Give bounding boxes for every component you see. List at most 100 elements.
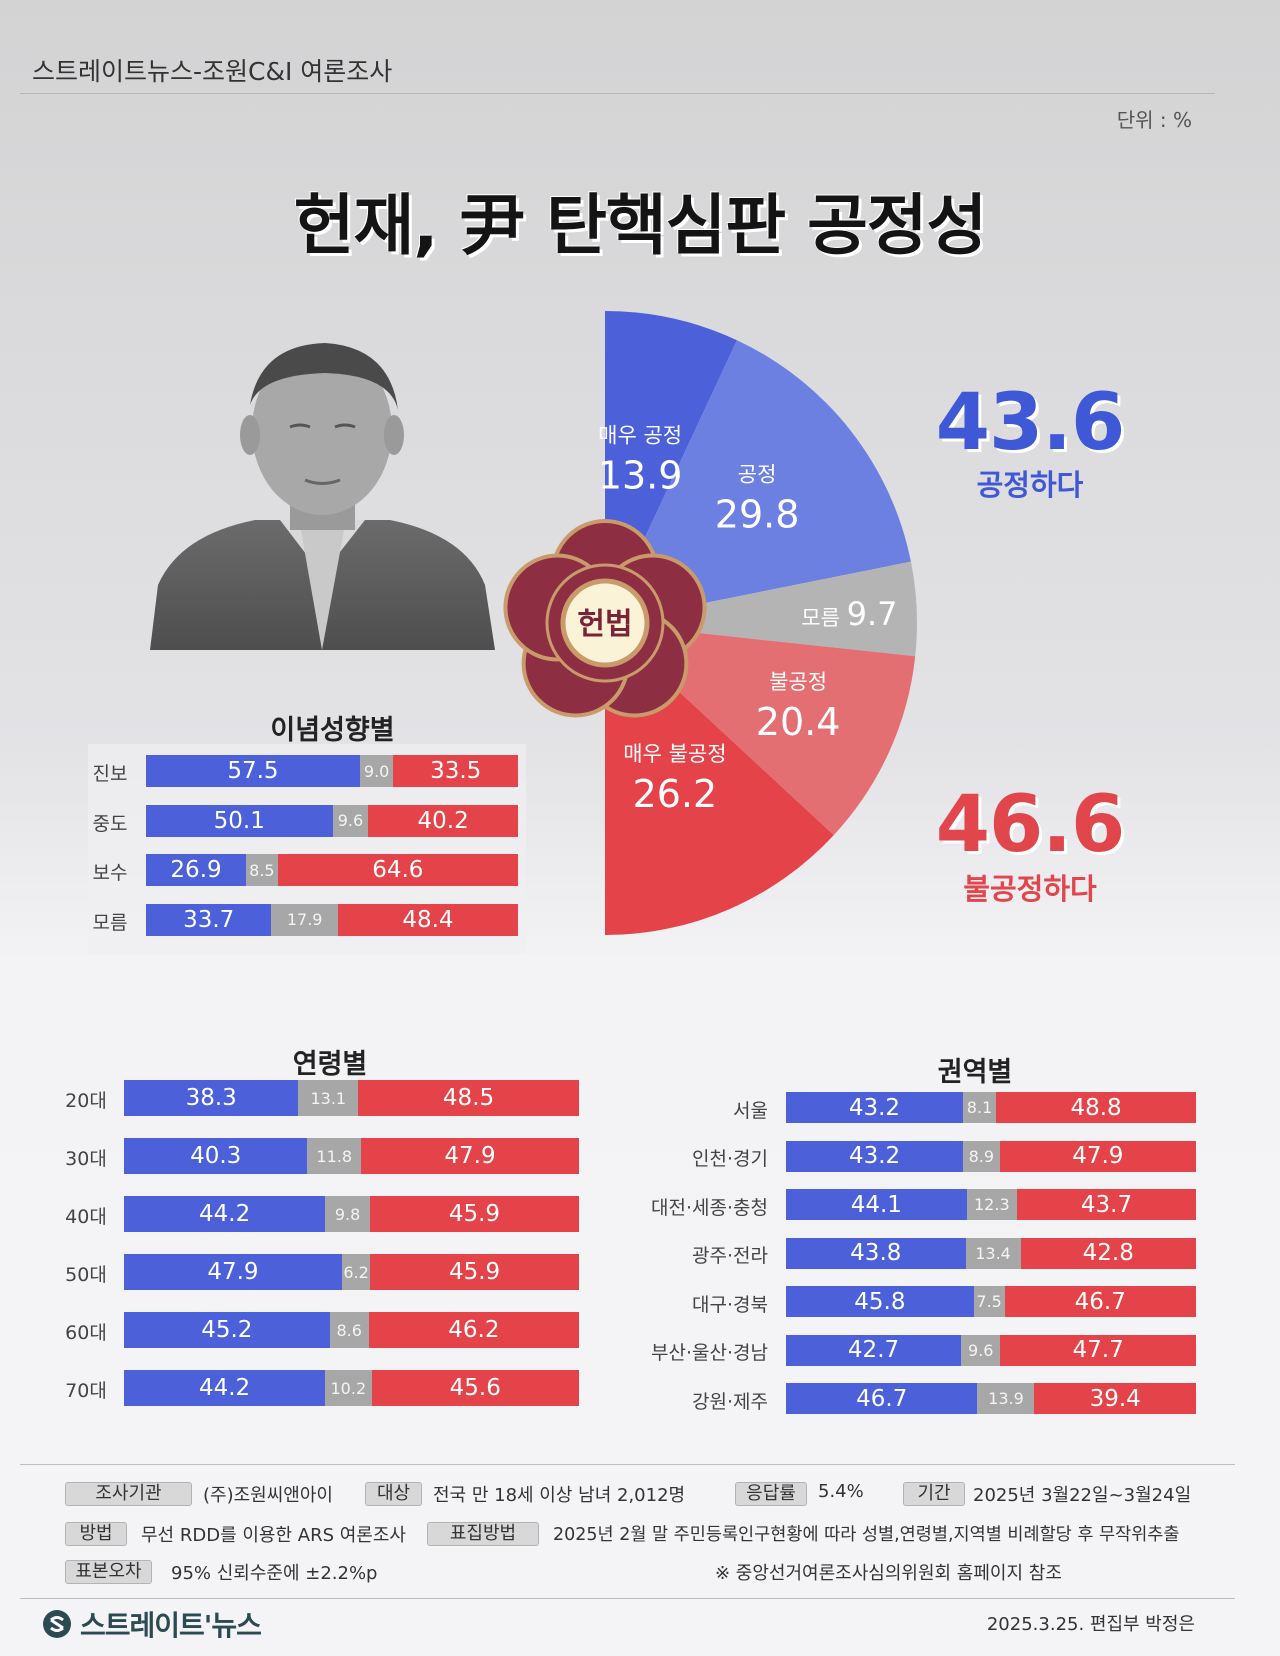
pie-category-label-2: 공정 (738, 462, 777, 486)
bar-segment-pos: 44.2 (124, 1370, 326, 1406)
method-tag: 방법 (65, 1522, 127, 1546)
stacked-bar: 50.1 9.6 40.2 (146, 804, 518, 837)
header-divider (20, 93, 1215, 94)
stacked-bar: 44.2 9.8 45.9 (124, 1196, 579, 1232)
bar-segment-pos: 50.1 (146, 804, 333, 837)
bar-segment-neg: 46.2 (368, 1312, 579, 1348)
bar-segment-mid: 12.3 (966, 1189, 1017, 1220)
bar-segment-neg: 43.7 (1017, 1189, 1196, 1220)
bar-segment-mid: 9.6 (332, 804, 369, 837)
bar-segment-neg: 46.7 (1004, 1286, 1196, 1317)
pie-slice-2 (605, 340, 911, 623)
stacked-bar: 44.1 12.3 43.7 (786, 1189, 1196, 1220)
bar-segment-pos: 33.7 (146, 903, 272, 936)
bar-segment-mid: 8.1 (962, 1092, 997, 1123)
sampling-value: 2025년 2월 말 주민등록인구현황에 따라 성별,연령별,지역별 비례할당 … (553, 1525, 1180, 1545)
credit-line: 2025.3.25. 편집부 박정은 (986, 1614, 1195, 1635)
bar-segment-neg: 45.9 (369, 1196, 579, 1232)
bar-category-label: 대구·경북 (692, 1293, 768, 1316)
pie-slice-3 (605, 561, 917, 657)
pie-category-label-1: 매우 공정 (598, 424, 682, 448)
bar-segment-pos: 40.3 (124, 1138, 308, 1174)
bar-category-label: 30대 (65, 1148, 107, 1170)
source-note: ※ 중앙선거여론조사심의위원회 홈페이지 참조 (715, 1563, 1062, 1584)
bar-segment-mid: 8.9 (963, 1140, 1000, 1172)
bar-category-label: 60대 (65, 1322, 107, 1344)
bar-segment-pos: 42.7 (786, 1334, 962, 1366)
bar-segment-neg: 47.9 (999, 1140, 1196, 1172)
bar-segment-neg: 64.6 (277, 854, 518, 886)
sampling-tag: 표집방법 (427, 1522, 539, 1546)
bar-segment-neg: 45.9 (370, 1254, 579, 1290)
age-bar-chart: 20대 38.3 13.1 48.5 30대 40.3 11.8 47.9 40대 44.2 9.8… (60, 1080, 585, 1425)
rate-value: 5.4% (818, 1481, 864, 1502)
stacked-bar: 26.9 8.5 64.6 (146, 854, 518, 886)
target-value: 전국 만 18세 이상 남녀 2,012명 (433, 1485, 686, 1506)
age-panel-title: 연령별 (292, 1049, 368, 1080)
bar-segment-mid: 9.6 (961, 1334, 1001, 1366)
bar-segment-pos: 43.8 (786, 1237, 966, 1269)
bar-segment-neg: 48.4 (337, 903, 518, 936)
pie-category-label-4: 불공정 (769, 670, 827, 694)
pie-value-label-5: 26.2 (633, 772, 718, 816)
survey-info: 조사기관 (주)조원씨앤아이 대상 전국 만 18세 이상 남녀 2,012명 … (65, 1480, 1245, 1590)
footer-divider (20, 1464, 1235, 1465)
person-photo (150, 343, 495, 650)
emblem-label: 헌법 (577, 607, 632, 642)
bar-segment-neg: 39.4 (1034, 1383, 1196, 1414)
bar-segment-mid: 17.9 (271, 903, 338, 936)
bar-category-label: 강원·제주 (692, 1390, 768, 1413)
brand-logo: 스트레이트'뉴스 (42, 1606, 262, 1642)
pie-value-label-1: 13.9 (598, 454, 683, 498)
bar-category-label: 보수 (92, 862, 128, 884)
bar-segment-pos: 44.2 (124, 1196, 326, 1232)
survey-source-header: 스트레이트뉴스-조원C&I 여론조사 (32, 57, 393, 86)
bar-segment-pos: 38.3 (124, 1080, 299, 1116)
bar-segment-pos: 26.9 (146, 854, 247, 886)
region-bar-chart: 서울 43.2 8.1 48.8 인천·경기 43.2 8.9 47.9 대전·세종·충청 44.… (600, 1086, 1210, 1416)
pie-value-label-2: 29.8 (715, 492, 800, 536)
error-value: 95% 신뢰수준에 ±2.2%p (171, 1563, 378, 1584)
stacked-bar: 45.2 8.6 46.2 (124, 1312, 579, 1348)
unfair-total-label: 불공정하다 (963, 872, 1097, 906)
fair-total-label: 공정하다 (976, 468, 1084, 502)
bar-segment-neg: 33.5 (393, 755, 518, 787)
bar-category-label: 70대 (65, 1380, 107, 1402)
stacked-bar: 33.7 17.9 48.4 (146, 903, 518, 936)
bar-category-label: 서울 (733, 1099, 768, 1122)
stacked-bar: 43.2 8.1 48.8 (786, 1092, 1196, 1123)
bar-category-label: 50대 (65, 1264, 107, 1286)
fairness-pie-chart: 매우 공정 13.9 공정 29.8 모름 9.7 불공정 20.4 매우 불공정 26.2 헌… (503, 311, 917, 935)
stacked-bar: 42.7 9.6 47.7 (786, 1334, 1196, 1366)
bar-segment-pos: 46.7 (786, 1383, 978, 1414)
period-value: 2025년 3월22일~3월24일 (973, 1485, 1192, 1506)
unfair-total-value: 46.6 (935, 780, 1125, 870)
bar-segment-mid: 8.5 (246, 854, 278, 886)
bar-segment-pos: 45.8 (786, 1286, 974, 1317)
brand-logo-text: 스트레이트'뉴스 (80, 1609, 262, 1642)
brand-mark-icon (43, 1610, 71, 1638)
bar-segment-mid: 9.8 (325, 1196, 370, 1232)
stacked-bar: 38.3 13.1 48.5 (124, 1080, 579, 1116)
bar-segment-mid: 13.1 (298, 1080, 359, 1116)
bar-segment-neg: 45.6 (371, 1370, 579, 1406)
bar-category-label: 광주·전라 (692, 1245, 768, 1267)
pie-value-label-4: 20.4 (756, 700, 841, 744)
stacked-bar: 45.8 7.5 46.7 (786, 1286, 1196, 1317)
unit-label: 단위 : % (1116, 108, 1192, 132)
footer-divider-bottom (20, 1598, 1235, 1599)
rate-tag: 응답률 (735, 1482, 807, 1506)
method-value: 무선 RDD를 이용한 ARS 여론조사 (141, 1525, 406, 1546)
region-panel-title: 권역별 (937, 1057, 1013, 1088)
bar-category-label: 부산·울산·경남 (651, 1342, 768, 1364)
page-title: 헌재, 尹 탄핵심판 공정성 (293, 187, 988, 264)
ideology-bar-chart: 진보 57.5 9.0 33.5 중도 50.1 9.6 40.2 보수 26.9 8.5 64.6 모… (88, 744, 526, 954)
stacked-bar: 44.2 10.2 45.6 (124, 1370, 579, 1406)
stacked-bar: 43.8 13.4 42.8 (786, 1237, 1196, 1269)
bar-segment-neg: 40.2 (368, 804, 518, 837)
bar-segment-pos: 44.1 (786, 1189, 967, 1220)
bar-segment-pos: 43.2 (786, 1140, 964, 1172)
bar-segment-mid: 13.4 (965, 1237, 1021, 1269)
bar-segment-pos: 43.2 (786, 1092, 963, 1123)
org-value: (주)조원씨앤아이 (203, 1485, 333, 1506)
